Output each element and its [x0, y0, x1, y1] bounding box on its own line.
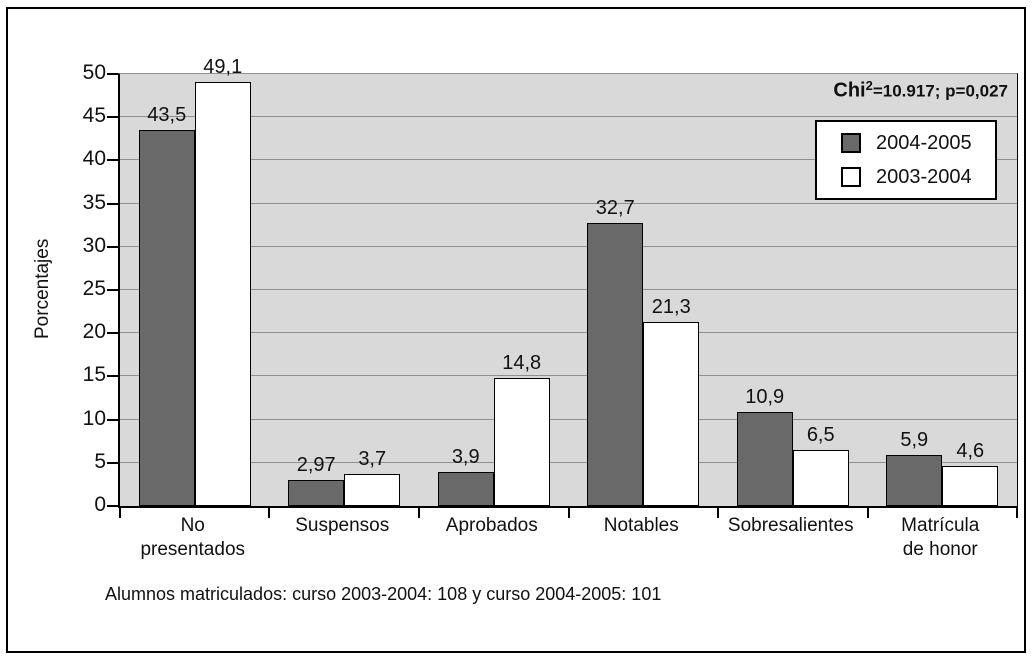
- y-tick-label: 15: [82, 363, 106, 387]
- y-tick-label: 25: [82, 277, 106, 300]
- y-tick-label: 40: [82, 147, 106, 171]
- gridline: [120, 245, 1017, 247]
- legend-swatch-2004-2005: [841, 133, 861, 153]
- gridline: [120, 289, 1017, 290]
- x-axis-tick: [567, 508, 570, 518]
- gridline: [120, 418, 1017, 420]
- bar-group: 3,9 14,8: [419, 74, 568, 506]
- x-axis-labels: No presentados Suspensos Aprobados Notables S…: [118, 514, 1015, 576]
- bar-group: 43,5 49,1: [120, 56, 269, 506]
- y-axis-tick: [107, 289, 118, 291]
- legend-item-2004-2005: 2004-2005: [841, 132, 995, 155]
- bar-group: 32,7 21,3: [569, 74, 718, 506]
- gridline: [120, 202, 1017, 204]
- bar-2003-2004: [942, 466, 999, 506]
- chi-label: Chi: [833, 79, 866, 102]
- bar-value-label: 4,6: [956, 440, 985, 463]
- bar-group: 5,9 4,6: [868, 74, 1017, 506]
- x-tick-label: Suspensos: [295, 515, 390, 536]
- legend-swatch-2003-2004: [841, 167, 861, 187]
- y-tick-label: 50: [82, 61, 106, 84]
- x-axis-tick: [1016, 508, 1018, 518]
- bar-2003-2004: [643, 321, 700, 506]
- bar-2004-2005: [138, 130, 195, 506]
- bar-2004-2005: [587, 223, 644, 506]
- bar-value-label: 14,8: [502, 352, 542, 375]
- y-axis-tick: [107, 116, 118, 119]
- x-tick-label: Notables: [603, 515, 679, 536]
- bar-group: 2,97 3,7: [269, 74, 418, 506]
- chi-superscript: 2: [865, 78, 873, 93]
- y-tick-label: 30: [82, 233, 106, 257]
- bar-2004-2005: [886, 455, 943, 506]
- y-axis-tick: [107, 202, 118, 205]
- y-tick-label: 5: [94, 449, 106, 473]
- y-tick-label: 10: [82, 406, 106, 430]
- gridline: [120, 461, 1017, 463]
- bar-2003-2004: [493, 378, 550, 506]
- bar-value-label: 6,5: [806, 423, 835, 446]
- y-axis-tick: [107, 375, 118, 378]
- bar-value-label: 49,1: [203, 55, 243, 78]
- x-tick-label: No presentados: [140, 515, 246, 560]
- x-tick-label: Aprobados: [445, 515, 538, 536]
- chi-square-annotation: Chi2=10.917; p=0,027: [833, 78, 1008, 103]
- y-axis-tick: [107, 159, 118, 162]
- legend: 2004-2005 2003-2004: [815, 120, 997, 200]
- bar-2004-2005: [437, 472, 494, 506]
- bar-2003-2004: [344, 474, 401, 506]
- legend-label-2003-2004: 2003-2004: [876, 165, 972, 188]
- bar-group: 10,9 6,5: [718, 74, 867, 506]
- bar-value-label: 3,9: [451, 446, 480, 469]
- y-tick-label: 45: [82, 104, 106, 128]
- y-tick-label: 35: [82, 190, 106, 214]
- gridline: [120, 116, 1017, 118]
- bar-2003-2004: [194, 81, 251, 506]
- gridline: [120, 375, 1017, 377]
- chi-values: =10.917; p=0,027: [872, 81, 1008, 101]
- figure-border: [6, 7, 1026, 653]
- y-tick-label: 0: [94, 493, 106, 516]
- y-axis-tick: [107, 73, 118, 75]
- plot-area: 43,5 49,1 2,97 3,7 3,9 14,8 32,7 21,3 10,9 6,5 5,9…: [107, 56, 1018, 518]
- bar-value-label: 10,9: [745, 385, 785, 408]
- enrollment-footnote: Alumnos matriculados: curso 2003-2004: 1…: [105, 584, 662, 604]
- bar-value-label: 2,97: [296, 454, 336, 477]
- x-axis-tick: [417, 508, 420, 518]
- bar-2004-2005: [736, 411, 793, 506]
- y-axis-tick: [107, 505, 118, 507]
- y-axis-tick: [107, 418, 118, 421]
- gridline: [120, 159, 1017, 161]
- x-axis-tick: [119, 508, 121, 518]
- legend-item-2003-2004: 2003-2004: [841, 166, 995, 189]
- x-tick-label: Sobresalientes: [727, 515, 854, 536]
- y-tick-label: 20: [82, 320, 106, 344]
- bar-value-label: 3,7: [358, 448, 387, 471]
- x-tick-label: Matrícula de honor: [901, 515, 980, 560]
- x-axis-tick: [268, 508, 271, 518]
- bar-value-label: 5,9: [900, 429, 929, 452]
- gridline: [120, 332, 1017, 334]
- y-axis-tick: [107, 461, 118, 464]
- bar-2004-2005: [288, 480, 345, 506]
- bar-value-label: 21,3: [651, 295, 691, 318]
- legend-label-2004-2005: 2004-2005: [876, 131, 972, 154]
- bar-value-label: 43,5: [147, 104, 187, 127]
- x-axis-tick: [866, 508, 869, 518]
- bar-2003-2004: [792, 449, 849, 506]
- y-axis-tick: [107, 245, 118, 248]
- y-axis-tick: [107, 332, 118, 335]
- x-axis-tick: [716, 508, 719, 518]
- y-axis-labels: 0 5 10 15 20 25 30 35 40 45 50: [40, 61, 106, 516]
- bar-value-label: 32,7: [595, 197, 635, 220]
